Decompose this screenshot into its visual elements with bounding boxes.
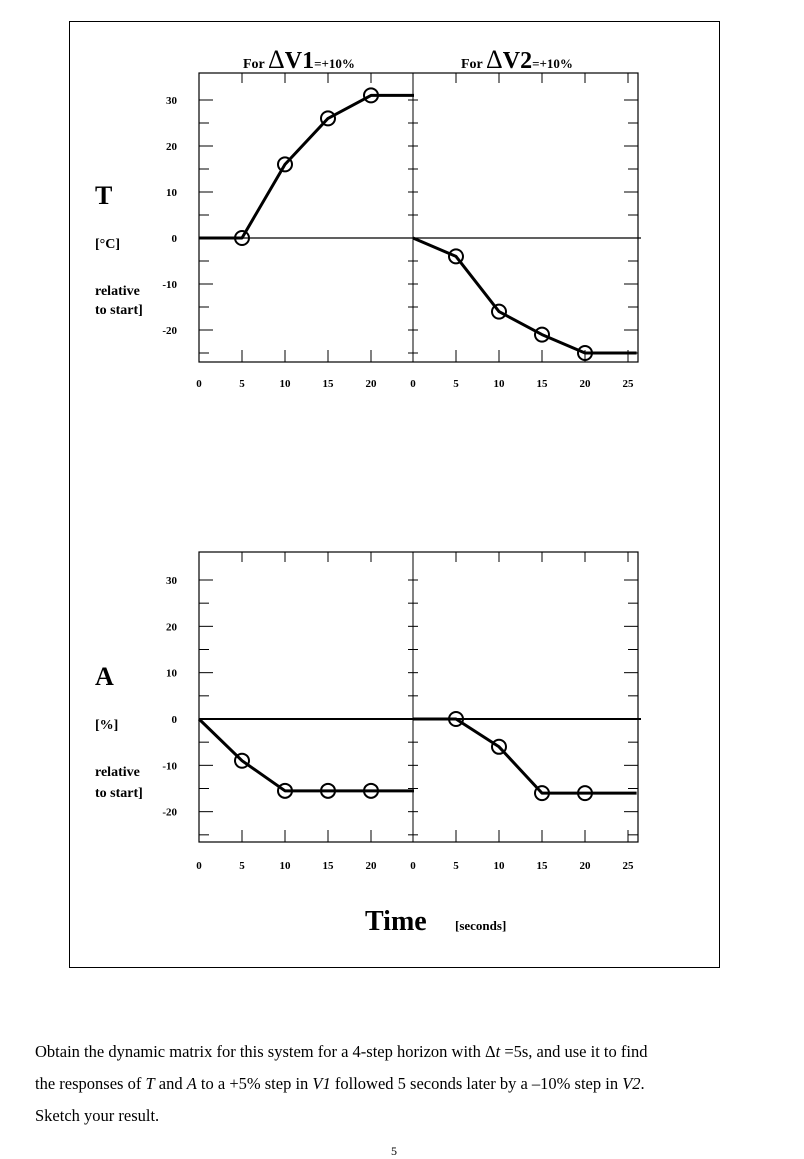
x-tick-label: 25 xyxy=(623,860,635,872)
panel-a-v2 xyxy=(413,552,637,842)
problem-line-3: Sketch your result. xyxy=(35,1106,160,1125)
x-axis-units: [seconds] xyxy=(455,918,506,933)
panel-header-v1: For ΔV1=+10% xyxy=(243,45,355,74)
row-relative-label: to start] xyxy=(95,786,143,801)
sample-marker xyxy=(448,711,464,727)
sample-marker xyxy=(320,110,336,127)
y-tick-label-a: -10 xyxy=(162,760,177,772)
y-tick-label-t: 10 xyxy=(166,187,178,199)
x-tick-label: 5 xyxy=(239,378,245,390)
row-label-a: A xyxy=(95,662,114,691)
plot-frame-a xyxy=(198,551,639,843)
sample-marker xyxy=(277,156,293,173)
figure-frame xyxy=(69,21,720,968)
sample-marker xyxy=(534,326,550,343)
response-figure: 30 20 10 0 -10 -20 T [°C] relative to start] 0 5 10 1… xyxy=(69,21,720,968)
x-tick-label: 5 xyxy=(453,860,459,872)
sample-marker xyxy=(277,782,293,799)
y-tick-label-t: -10 xyxy=(162,279,177,291)
y-tick-label-a: 10 xyxy=(166,668,178,680)
y-tick-label-t: 20 xyxy=(166,141,178,153)
sample-marker xyxy=(234,230,250,246)
x-tick-label: 15 xyxy=(537,860,549,872)
x-tick-label: 5 xyxy=(453,378,459,390)
response-line-a-v2 xyxy=(413,717,637,795)
page-number: 5 xyxy=(391,1144,397,1158)
x-tick-label: 10 xyxy=(494,860,506,872)
y-tick-label-a: -20 xyxy=(162,807,177,819)
x-tick-label: 0 xyxy=(410,860,416,872)
panel-a-v1 xyxy=(197,552,414,842)
x-tick-label: 0 xyxy=(196,378,202,390)
row-relative-label: to start] xyxy=(95,303,143,318)
y-tick-label-a: 0 xyxy=(172,714,178,726)
row-t xyxy=(198,72,641,363)
x-tick-label: 20 xyxy=(366,860,378,872)
x-tick-label: 0 xyxy=(196,860,202,872)
response-line-t-v2 xyxy=(412,236,637,355)
problem-line-1: Obtain the dynamic matrix for this syste… xyxy=(35,1042,648,1061)
x-tick-label: 0 xyxy=(410,378,416,390)
sample-marker xyxy=(234,752,250,769)
row-a xyxy=(197,551,641,843)
y-tick-label-t: -20 xyxy=(162,325,177,337)
row-units-a: [%] xyxy=(95,718,118,733)
sample-marker xyxy=(577,345,593,361)
row-relative-label: relative xyxy=(95,765,140,780)
panel-t-v1 xyxy=(199,73,414,362)
x-tick-label: 10 xyxy=(280,860,292,872)
row-units-t: [°C] xyxy=(95,237,120,252)
x-tick-label: 20 xyxy=(366,378,378,390)
sample-marker xyxy=(491,738,507,755)
x-tick-label: 25 xyxy=(623,378,635,390)
panel-header-v2: For ΔV2=+10% xyxy=(461,45,573,74)
x-tick-label: 15 xyxy=(537,378,549,390)
sample-marker xyxy=(363,87,379,104)
y-tick-label-a: 30 xyxy=(166,575,178,587)
x-tick-label: 10 xyxy=(280,378,292,390)
sample-marker xyxy=(320,782,336,799)
sample-marker xyxy=(491,303,507,320)
sample-marker xyxy=(577,785,593,802)
row-label-t: T xyxy=(95,181,112,210)
x-tick-label: 10 xyxy=(494,378,506,390)
problem-statement: Obtain the dynamic matrix for this syste… xyxy=(35,1036,765,1132)
sample-marker xyxy=(363,782,379,799)
response-line-a-v1 xyxy=(197,717,414,793)
x-tick-label: 15 xyxy=(323,378,335,390)
x-tick-label: 15 xyxy=(323,860,335,872)
panel-t-v2 xyxy=(412,73,637,362)
plot-frame-t xyxy=(198,72,639,363)
x-tick-label: 20 xyxy=(580,860,592,872)
y-tick-label-a: 20 xyxy=(166,621,178,633)
sample-marker xyxy=(448,248,464,265)
row-relative-label: relative xyxy=(95,284,140,299)
sample-marker xyxy=(534,785,550,802)
x-axis-label: Time xyxy=(365,906,427,937)
problem-line-2: the responses of T and A to a +5% step i… xyxy=(35,1074,645,1093)
response-line-t-v1 xyxy=(199,93,414,240)
y-tick-label-t: 0 xyxy=(172,233,178,245)
x-tick-label: 20 xyxy=(580,378,592,390)
y-tick-label-t: 30 xyxy=(166,95,178,107)
x-tick-label: 5 xyxy=(239,860,245,872)
